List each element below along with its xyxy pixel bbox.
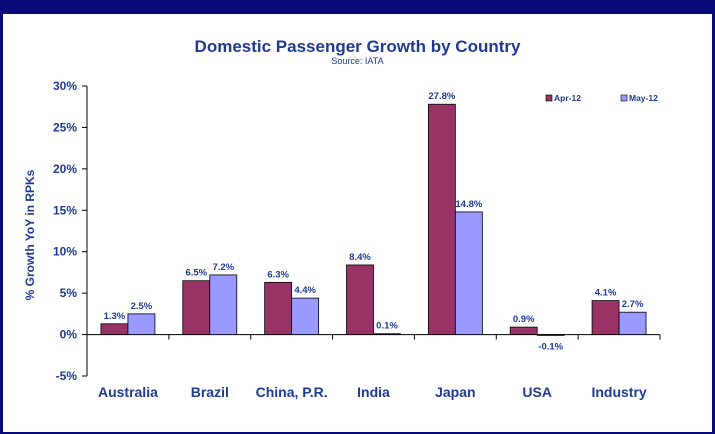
legend-swatch bbox=[620, 94, 628, 102]
data-label: 6.3% bbox=[267, 269, 289, 280]
y-tick-label: 10% bbox=[53, 245, 77, 259]
legend-label: May-12 bbox=[629, 93, 658, 103]
bar-may-12 bbox=[291, 297, 320, 335]
category-label: Japan bbox=[435, 384, 475, 400]
data-label: 4.4% bbox=[294, 285, 316, 296]
category-label: USA bbox=[522, 384, 552, 400]
y-tick-label: 0% bbox=[60, 328, 78, 342]
data-label: 8.4% bbox=[349, 252, 371, 263]
data-label: 0.9% bbox=[513, 314, 535, 325]
data-label: 2.7% bbox=[622, 299, 644, 310]
chart-subtitle: Source: IATA bbox=[331, 56, 384, 66]
data-label: 7.2% bbox=[212, 262, 234, 273]
y-axis-title: % Growth YoY in RPKs bbox=[23, 169, 37, 300]
category-label: China, P.R. bbox=[256, 384, 328, 400]
bar-apr-12 bbox=[182, 280, 211, 335]
bar-apr-12 bbox=[100, 323, 129, 335]
data-label: 27.8% bbox=[428, 91, 455, 102]
bar-apr-12 bbox=[346, 264, 374, 335]
legend-swatch bbox=[545, 94, 553, 102]
bar-may-12 bbox=[454, 211, 483, 335]
category-label: India bbox=[357, 384, 390, 400]
data-label: 14.8% bbox=[455, 199, 482, 210]
data-label: 4.1% bbox=[595, 288, 617, 299]
category-label: Australia bbox=[98, 384, 158, 400]
y-tick-label: 25% bbox=[53, 120, 77, 134]
y-tick-label: 5% bbox=[60, 286, 78, 300]
y-tick-label: 20% bbox=[53, 162, 77, 176]
bar-may-12 bbox=[209, 274, 238, 335]
data-label: -0.1% bbox=[538, 341, 563, 352]
bar-apr-12 bbox=[509, 326, 538, 335]
legend-label: Apr-12 bbox=[554, 93, 581, 103]
bar-apr-12 bbox=[264, 281, 293, 335]
bar-apr-12 bbox=[427, 103, 456, 335]
bar-may-12 bbox=[536, 334, 565, 336]
category-label: Brazil bbox=[191, 384, 229, 400]
data-label: 1.3% bbox=[104, 311, 126, 322]
y-tick-label: -5% bbox=[56, 369, 78, 383]
bar-may-12 bbox=[373, 333, 401, 335]
bar-apr-12 bbox=[591, 300, 620, 335]
bar-may-12 bbox=[127, 313, 156, 335]
chart-title: Domestic Passenger Growth by Country bbox=[194, 37, 521, 56]
category-label: Industry bbox=[591, 384, 646, 400]
bar-may-12 bbox=[618, 311, 647, 335]
y-tick-label: 30% bbox=[53, 79, 77, 93]
y-tick-label: 15% bbox=[53, 203, 77, 217]
data-label: 6.5% bbox=[185, 268, 207, 279]
data-label: 0.1% bbox=[376, 321, 398, 332]
data-label: 2.5% bbox=[131, 301, 153, 312]
